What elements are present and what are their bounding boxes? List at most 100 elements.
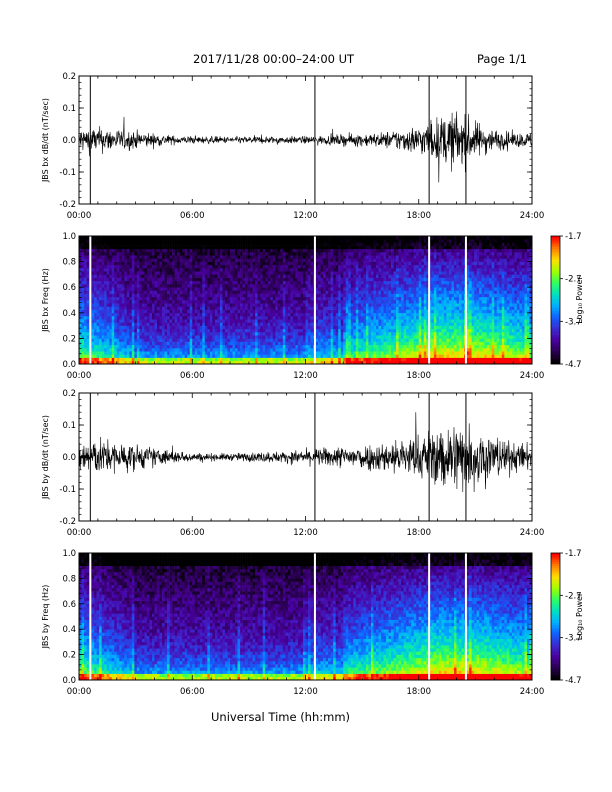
spectrogram-cell <box>169 335 173 339</box>
spectrogram-cell <box>350 277 354 282</box>
spectrogram-cell <box>300 245 304 250</box>
spectrogram-cell <box>375 312 379 317</box>
spectrogram-cell <box>365 271 369 275</box>
spectrogram-cell <box>144 303 148 307</box>
spectrogram-cell <box>373 268 377 272</box>
spectrogram-cell <box>199 328 203 333</box>
spectrogram-cell <box>282 354 286 358</box>
spectrogram-cell <box>187 335 191 339</box>
spectrogram-cell <box>84 264 87 269</box>
spectrogram-cell <box>202 271 206 275</box>
spectrogram-cell <box>144 316 148 320</box>
spectrogram-cell <box>325 357 329 362</box>
spectrogram-cell <box>373 341 377 346</box>
spectrogram-cell <box>308 319 311 323</box>
spectrogram-cell <box>119 322 123 326</box>
spectrogram-cell <box>242 271 246 275</box>
spectrogram-cell <box>333 271 336 275</box>
spectrogram-cell <box>260 344 264 349</box>
spectrogram-cell <box>370 312 374 317</box>
spectrogram-cell <box>187 325 191 330</box>
spectrogram-cell <box>119 280 123 285</box>
spectrogram-cell <box>194 332 198 336</box>
spectrogram-cell <box>242 316 246 320</box>
spectrogram-cell <box>335 255 339 259</box>
spectrogram-cell <box>204 280 208 285</box>
spectrogram-cell <box>338 332 342 336</box>
spectrogram-cell <box>272 319 276 323</box>
spectrogram-cell <box>219 242 223 246</box>
spectrogram-cell <box>230 271 233 275</box>
spectrogram-cell <box>375 316 379 320</box>
spectrogram-cell <box>157 312 160 317</box>
spectrogram-cell <box>267 271 271 275</box>
spectrogram-cell <box>84 258 87 262</box>
spectrogram-cell <box>139 239 143 243</box>
spectrogram-cell <box>330 239 334 243</box>
spectrogram-cell <box>199 303 203 307</box>
spectrogram-cell <box>111 309 115 314</box>
spectrogram-cell <box>219 284 223 288</box>
spectrogram-cell <box>169 332 173 336</box>
spectrogram-cell <box>134 319 138 323</box>
spectrogram-cell <box>262 360 266 365</box>
spectrogram-cell <box>189 306 193 310</box>
spectrogram-cell <box>104 357 107 362</box>
spectrogram-cell <box>86 296 90 301</box>
spectrogram-cell <box>174 277 178 282</box>
spectrogram-cell <box>325 319 329 323</box>
spectrogram-cell <box>131 300 135 304</box>
spectrogram-cell <box>348 277 352 282</box>
spectrogram-cell <box>237 306 241 310</box>
spectrogram-cell <box>177 255 180 259</box>
spectrogram-cell <box>262 332 266 336</box>
spectrogram-cell <box>91 328 95 333</box>
spectrogram-cell <box>368 338 372 342</box>
spectrogram-cell <box>262 348 266 352</box>
spectrogram-cell <box>94 351 97 355</box>
spectrogram-cell <box>235 316 238 320</box>
spectrogram-cell <box>323 287 326 291</box>
spectrogram-cell <box>99 354 102 358</box>
spectrogram-cell <box>104 258 107 262</box>
spectrogram-cell <box>255 344 258 349</box>
spectrogram-cell <box>335 328 339 333</box>
spectrogram-cell <box>109 236 113 240</box>
spectrogram-cell <box>300 255 304 259</box>
spectrogram-cell <box>270 360 274 365</box>
spectrogram-cell <box>189 268 193 272</box>
spectrogram-cell <box>267 354 271 358</box>
spectrogram-cell <box>91 344 95 349</box>
spectrogram-cell <box>350 293 354 298</box>
spectrogram-cell <box>116 300 120 304</box>
spectrogram-cell <box>285 357 289 362</box>
spectrogram-cell <box>207 287 211 291</box>
spectrogram-cell <box>209 325 213 330</box>
spectrogram-cell <box>119 242 123 246</box>
spectrogram-cell <box>353 312 357 317</box>
spectrogram-cell <box>177 271 180 275</box>
spectrogram-cell <box>287 303 291 307</box>
spectrogram-cell <box>209 348 213 352</box>
spectrogram-cell <box>174 332 178 336</box>
spectrogram-cell <box>305 300 309 304</box>
spectrogram-cell <box>179 309 183 314</box>
spectrogram-cell <box>245 300 248 304</box>
spectrogram-cell <box>237 341 241 346</box>
spectrogram-cell <box>84 248 87 253</box>
spectrogram-cell <box>101 300 105 304</box>
spectrogram-cell <box>94 348 97 352</box>
spectrogram-cell <box>315 344 319 349</box>
spectrogram-cell <box>318 357 321 362</box>
spectrogram-cell <box>381 261 384 266</box>
spectrogram-cell <box>325 348 329 352</box>
spectrogram-cell <box>370 284 374 288</box>
spectrogram-cell <box>287 274 291 278</box>
spectrogram-cell <box>345 268 349 272</box>
spectrogram-cell <box>305 360 309 365</box>
spectrogram-cell <box>86 261 90 266</box>
spectrogram-cell <box>227 236 231 240</box>
spectrogram-cell <box>363 293 367 298</box>
spectrogram-cell <box>343 287 347 291</box>
